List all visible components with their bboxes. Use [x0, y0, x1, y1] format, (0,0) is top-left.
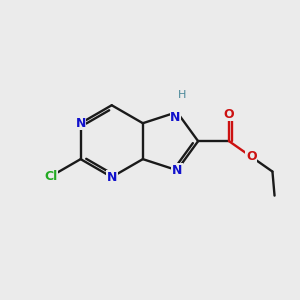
Text: N: N: [170, 111, 181, 124]
Text: O: O: [224, 108, 234, 121]
Text: O: O: [246, 150, 256, 163]
Text: H: H: [178, 90, 187, 100]
Text: N: N: [75, 117, 86, 130]
Text: N: N: [106, 171, 117, 184]
Text: Cl: Cl: [44, 170, 57, 183]
Text: N: N: [172, 164, 182, 177]
